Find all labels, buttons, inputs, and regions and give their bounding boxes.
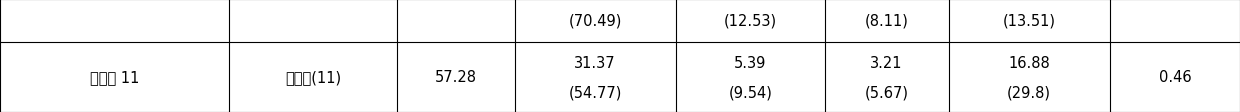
Text: 5.39: 5.39 (734, 55, 766, 70)
Text: (8.11): (8.11) (864, 14, 909, 29)
Text: 0.46: 0.46 (1158, 70, 1192, 85)
Text: (5.67): (5.67) (864, 84, 909, 99)
Text: (54.77): (54.77) (568, 84, 622, 99)
Text: 57.28: 57.28 (435, 70, 476, 85)
Text: 傅化剤(11): 傅化剤(11) (285, 70, 341, 85)
Text: (29.8): (29.8) (1007, 84, 1052, 99)
Text: (13.51): (13.51) (1003, 14, 1055, 29)
Text: (70.49): (70.49) (568, 14, 622, 29)
Text: 3.21: 3.21 (870, 55, 903, 70)
Text: 31.37: 31.37 (574, 55, 616, 70)
Text: (9.54): (9.54) (728, 84, 773, 99)
Text: (12.53): (12.53) (724, 14, 776, 29)
Text: 实施例 11: 实施例 11 (91, 70, 139, 85)
Text: 16.88: 16.88 (1008, 55, 1050, 70)
